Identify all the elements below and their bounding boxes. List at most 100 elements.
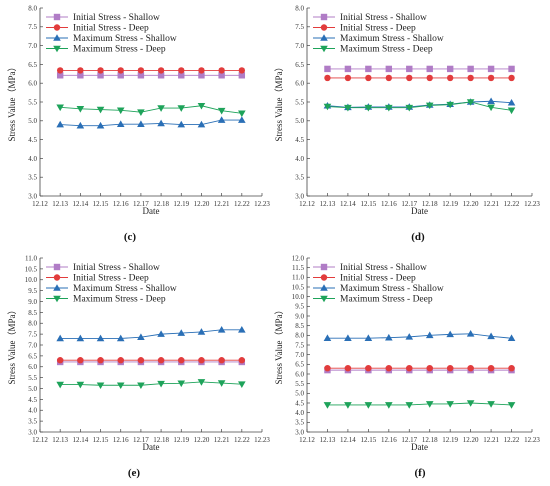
- x-tick-label: 12.20: [194, 436, 210, 444]
- data-point: [487, 104, 495, 112]
- data-point: [116, 107, 125, 115]
- y-tick-label: 3.0: [28, 192, 37, 200]
- x-tick-label: 12.14: [72, 436, 88, 444]
- legend-entry: Initial Stress - Shallow: [340, 263, 427, 273]
- legend-entry: Maximum Stress - Deep: [340, 295, 433, 305]
- data-point: [197, 328, 206, 335]
- x-tick-label: 12.22: [234, 436, 250, 444]
- data-point: [198, 357, 205, 364]
- data-point: [324, 74, 331, 82]
- legend-entry: Initial Stress - Shallow: [73, 263, 160, 273]
- data-point: [238, 72, 246, 79]
- data-point: [426, 365, 433, 372]
- y-tick-label: 11.0: [25, 254, 37, 262]
- x-tick-label: 12.17: [133, 436, 149, 444]
- data-point: [198, 72, 205, 79]
- x-tick-label: 12.19: [173, 436, 189, 444]
- chart-panel: 3.0 3.5 4.0 4.5 5.0 5.5 6.0 6.5 7.0 7.5 8.0 12.12 12…: [7, 4, 270, 243]
- data-point: [76, 121, 85, 129]
- x-tick-label: 12.19: [442, 200, 458, 208]
- x-tick-label: 12.15: [360, 200, 376, 208]
- x-tick-label: 12.17: [133, 200, 149, 208]
- panel-label: (c): [124, 231, 137, 243]
- data-point: [446, 401, 454, 408]
- data-point: [56, 72, 64, 79]
- legend-marker: [320, 263, 328, 271]
- y-tick-label: 3.5: [295, 174, 304, 182]
- data-point: [467, 65, 474, 73]
- chart-panel: 3.03.5 4.0 4.55.0 5.5 6.06.5 7.0 7.58.0 8.5 9.09…: [274, 254, 540, 479]
- data-point: [487, 97, 495, 105]
- series-line: [327, 100, 512, 108]
- x-tick-label: 12.20: [463, 200, 479, 208]
- data-point: [157, 67, 165, 74]
- data-point: [385, 104, 393, 112]
- y-tick-label: 4.0: [28, 155, 37, 163]
- y-tick-label: 7.0: [28, 42, 37, 50]
- data-point: [238, 67, 246, 74]
- y-tick-label: 4.0: [295, 155, 304, 163]
- x-tick-label: 12.13: [320, 200, 336, 208]
- data-point: [446, 365, 454, 372]
- data-point: [323, 103, 332, 111]
- x-tick-label: 12.23: [524, 200, 540, 208]
- y-tick-label: 6.0: [295, 370, 304, 378]
- x-tick-label: 12.17: [401, 200, 417, 208]
- x-tick-label: 12.20: [194, 200, 210, 208]
- data-point: [508, 365, 515, 372]
- data-point: [385, 65, 393, 73]
- x-tick-label: 12.13: [52, 436, 68, 444]
- data-point: [487, 332, 495, 340]
- chart-panel: 3.0 3.5 4.0 4.5 5.0 5.5 6.0 6.5 7.0 7.5 8.0 12.12 12…: [274, 4, 540, 243]
- data-point: [446, 74, 454, 82]
- series-line: [327, 101, 512, 111]
- y-tick-label: 4.0: [28, 407, 37, 415]
- legend-marker: [53, 34, 61, 41]
- x-tick-label: 12.22: [504, 200, 520, 208]
- legend-entry: Maximum Stress - Deep: [73, 295, 166, 305]
- data-point: [137, 382, 145, 390]
- series-line: [60, 381, 242, 386]
- series-line: [60, 119, 242, 127]
- x-tick-label: 12.21: [483, 200, 499, 208]
- legend-marker: [53, 24, 61, 31]
- data-point: [77, 72, 84, 79]
- y-tick-label: 5.0: [28, 385, 37, 393]
- data-point: [97, 357, 104, 364]
- y-tick-label: 4.0: [295, 409, 304, 417]
- y-axis-label: Stress Value（MPa）: [7, 62, 17, 141]
- data-point: [177, 120, 186, 128]
- data-point: [487, 365, 495, 372]
- data-point: [117, 72, 124, 79]
- data-point: [405, 333, 414, 340]
- y-tick-label: 9.0: [295, 312, 304, 320]
- data-point: [323, 334, 332, 342]
- data-point: [364, 104, 373, 112]
- data-point: [364, 334, 373, 342]
- y-tick-label: 4.5: [295, 399, 304, 407]
- data-point: [198, 67, 205, 74]
- y-tick-label: 10.0: [25, 276, 38, 284]
- data-point: [56, 334, 64, 342]
- data-point: [197, 102, 206, 110]
- y-tick-label: 5.0: [295, 390, 304, 398]
- x-tick-label: 12.19: [442, 436, 458, 444]
- legend-marker: [320, 13, 328, 21]
- data-point: [508, 65, 515, 73]
- data-point: [426, 74, 433, 82]
- series-line: [327, 333, 512, 339]
- data-point: [385, 365, 393, 372]
- y-tick-label: 3.5: [295, 419, 304, 427]
- x-tick-label: 12.23: [254, 436, 270, 444]
- x-tick-label: 12.12: [299, 436, 315, 444]
- data-point: [157, 357, 165, 364]
- y-tick-label: 8.0: [295, 4, 304, 12]
- data-point: [76, 334, 85, 342]
- data-point: [197, 120, 206, 128]
- legend-entry: Initial Stress - Shallow: [340, 13, 427, 23]
- y-tick-label: 3.0: [295, 192, 304, 200]
- data-point: [116, 334, 125, 342]
- data-point: [405, 402, 414, 409]
- data-point: [344, 65, 352, 73]
- x-tick-label: 12.22: [504, 436, 520, 444]
